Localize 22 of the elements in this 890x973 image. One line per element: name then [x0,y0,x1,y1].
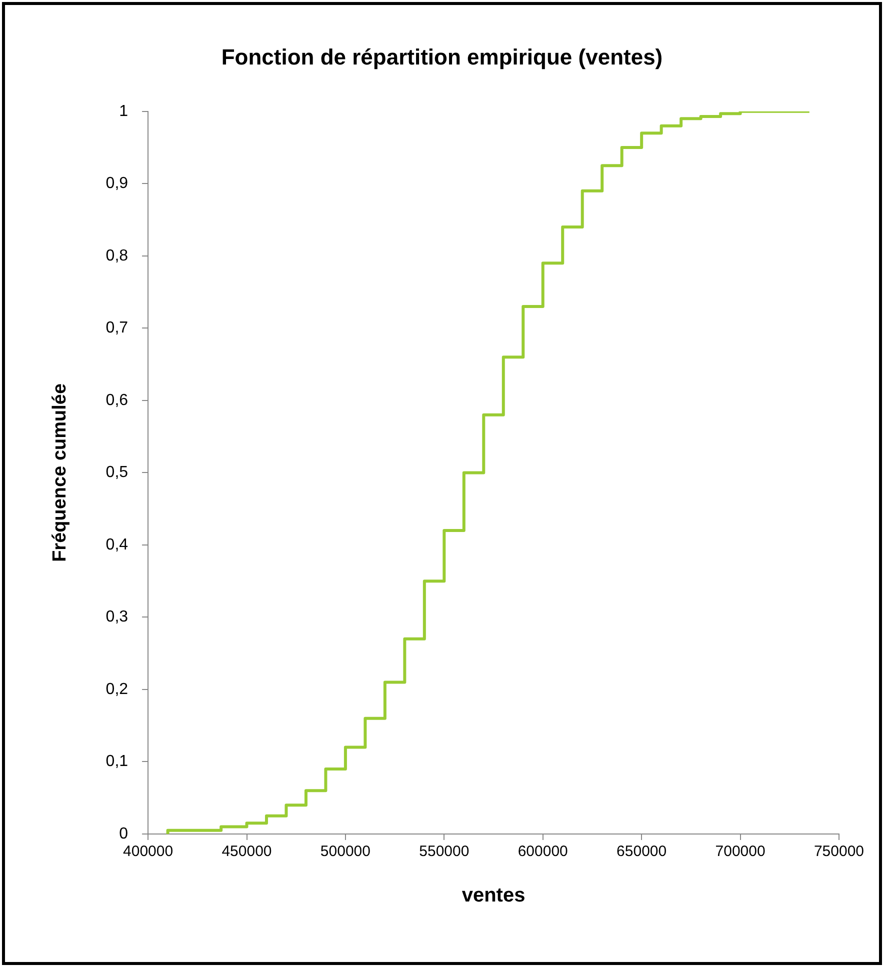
chart-title: Fonction de répartition empirique (ventes) [221,44,663,70]
y-axis-title: Fréquence cumulée [50,383,71,562]
x-tick-label: 450000 [222,843,272,860]
y-tick-label: 0,1 [106,753,128,770]
y-tick-label: 0,8 [106,247,128,264]
y-tick-label: 0,6 [106,392,128,409]
y-tick-label: 0,3 [106,608,128,626]
y-tick-label: 0,2 [106,680,128,698]
x-tick-label: 650000 [616,843,667,860]
x-tick-label: 750000 [814,843,864,860]
y-tick-label: 0,4 [106,536,128,554]
x-axis-title: ventes [462,884,526,907]
y-tick-label: 0 [119,825,128,842]
y-tick-label: 1 [119,102,128,120]
x-tick-label: 400000 [123,843,174,860]
x-tick-label: 500000 [320,843,370,860]
x-tick-label: 700000 [715,843,766,860]
x-tick-label: 600000 [518,843,568,860]
y-tick-label: 0,7 [106,320,128,337]
y-tick-label: 0,9 [106,175,128,192]
y-tick-label: 0,5 [106,464,128,482]
x-tick-label: 550000 [419,843,470,860]
